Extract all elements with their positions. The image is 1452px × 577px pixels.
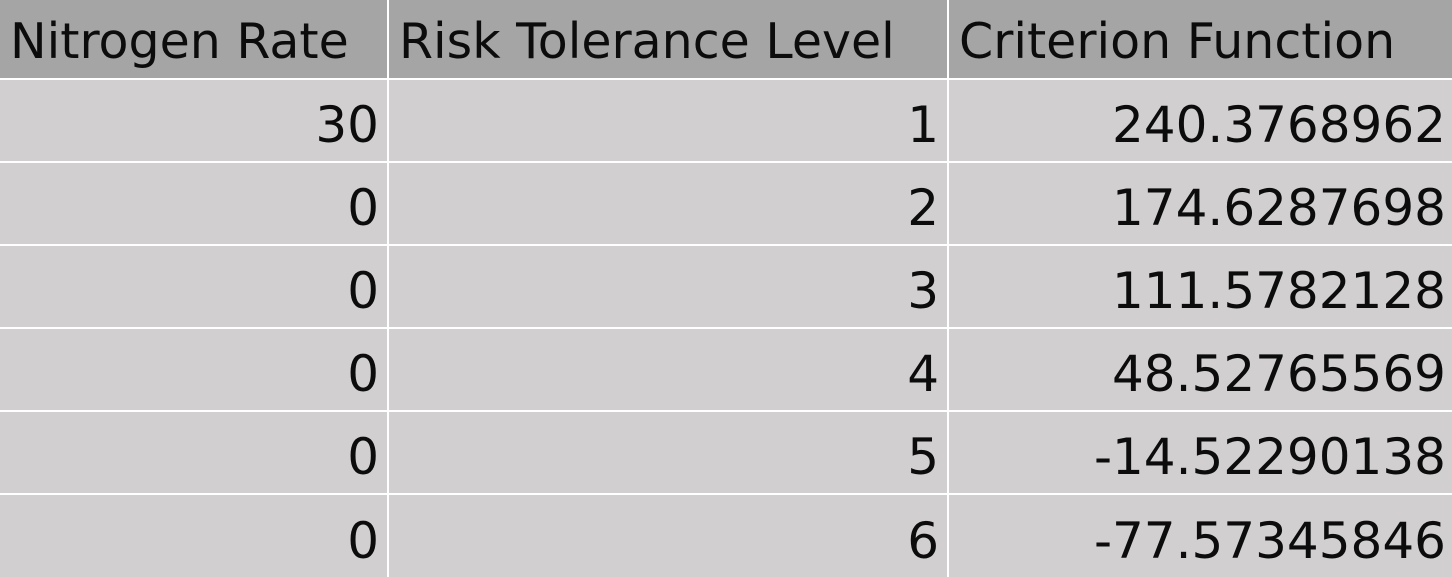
cell-risk-tolerance-level[interactable]: 4: [389, 329, 949, 412]
cell-criterion-function[interactable]: 174.6287698: [949, 163, 1452, 246]
header-nitrogen-rate[interactable]: Nitrogen Rate: [0, 0, 389, 80]
cell-risk-tolerance-level[interactable]: 6: [389, 495, 949, 577]
cell-risk-tolerance-level[interactable]: 3: [389, 246, 949, 329]
cell-nitrogen-rate[interactable]: 0: [0, 246, 389, 329]
cell-criterion-function[interactable]: 240.3768962: [949, 80, 1452, 163]
cell-criterion-function[interactable]: -14.52290138: [949, 412, 1452, 495]
header-risk-tolerance-level[interactable]: Risk Tolerance Level: [389, 0, 949, 80]
cell-risk-tolerance-level[interactable]: 5: [389, 412, 949, 495]
header-criterion-function[interactable]: Criterion Function: [949, 0, 1452, 80]
cell-nitrogen-rate[interactable]: 0: [0, 495, 389, 577]
cell-nitrogen-rate[interactable]: 0: [0, 412, 389, 495]
cell-risk-tolerance-level[interactable]: 1: [389, 80, 949, 163]
cell-criterion-function[interactable]: 111.5782128: [949, 246, 1452, 329]
cell-criterion-function[interactable]: -77.57345846: [949, 495, 1452, 577]
cell-nitrogen-rate[interactable]: 0: [0, 163, 389, 246]
cell-nitrogen-rate[interactable]: 0: [0, 329, 389, 412]
cell-risk-tolerance-level[interactable]: 2: [389, 163, 949, 246]
cell-nitrogen-rate[interactable]: 30: [0, 80, 389, 163]
cell-criterion-function[interactable]: 48.52765569: [949, 329, 1452, 412]
